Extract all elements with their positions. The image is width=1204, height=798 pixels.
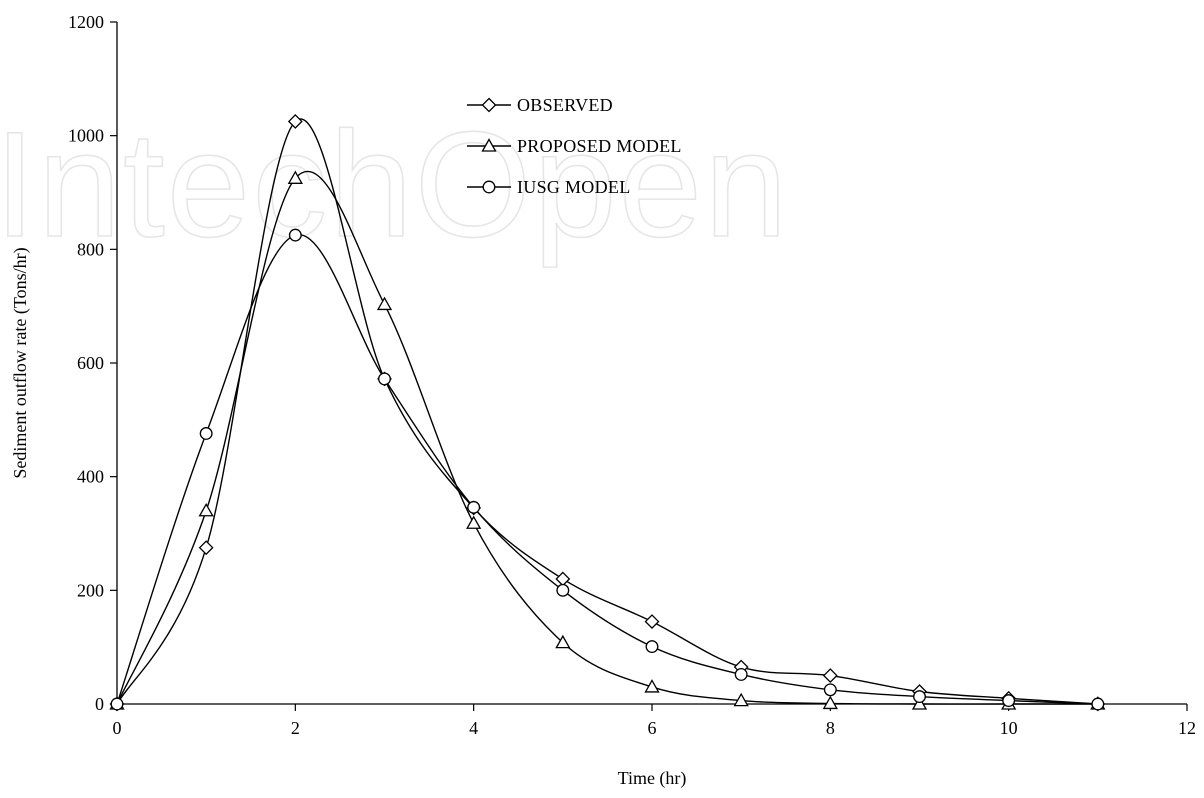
data-point-iusg-model	[467, 500, 481, 514]
data-point-iusg-model	[378, 372, 391, 386]
watermark-text: IntechOpen	[0, 100, 790, 268]
data-point-proposed-model	[822, 695, 838, 710]
data-point-observed	[555, 571, 571, 587]
data-point-iusg-model	[734, 667, 748, 681]
y-axis-title: Sediment outflow rate (Tons/hr)	[10, 247, 31, 478]
data-point-proposed-model	[287, 170, 303, 184]
x-tick-label: 6	[648, 718, 657, 738]
legend-label: OBSERVED	[517, 95, 613, 115]
legend-label: PROPOSED MODEL	[517, 136, 682, 156]
data-point-proposed-model	[466, 515, 482, 529]
data-point-iusg-model	[913, 690, 926, 704]
data-point-observed	[287, 114, 303, 129]
data-point-iusg-model	[645, 640, 659, 654]
data-point-proposed-model	[555, 634, 571, 649]
data-point-observed	[198, 540, 214, 556]
x-axis-title: Time (hr)	[618, 768, 687, 789]
data-point-iusg-model	[199, 427, 213, 440]
data-point-observed	[822, 668, 838, 684]
series-line-observed	[116, 118, 1098, 705]
data-markers	[109, 114, 1106, 712]
x-tick-label: 12	[1178, 718, 1196, 738]
y-tick-label: 600	[77, 353, 104, 373]
data-point-iusg-model	[288, 228, 302, 242]
data-series	[116, 118, 1098, 705]
series-line-iusg-model	[116, 234, 1098, 705]
data-point-iusg-model	[556, 583, 570, 597]
legend: OBSERVED PROPOSED MODEL IUSG MODEL	[467, 95, 682, 197]
y-tick-label: 200	[77, 580, 104, 600]
data-point-proposed-model	[911, 696, 928, 710]
x-tick-label: 0	[113, 718, 122, 738]
legend-marker-diamond	[481, 97, 497, 113]
x-tick-label: 2	[291, 718, 300, 738]
x-tick-label: 8	[826, 718, 835, 738]
data-point-proposed-model	[644, 679, 660, 693]
data-point-proposed-model	[376, 296, 393, 311]
y-tick-label: 800	[77, 239, 104, 259]
data-point-proposed-model	[198, 502, 214, 517]
x-tick-label: 10	[1000, 718, 1018, 738]
legend-label: IUSG MODEL	[517, 177, 631, 197]
tick-marks: 0 2 4 6 8 10 12 0 200 400 600 800 1000 1200	[68, 12, 1196, 738]
data-point-iusg-model	[1002, 694, 1016, 708]
y-tick-label: 1200	[68, 12, 104, 32]
legend-marker-triangle	[481, 138, 497, 152]
data-point-proposed-model	[733, 692, 749, 707]
series-line-proposed-model	[116, 170, 1098, 705]
data-point-iusg-model	[823, 683, 837, 697]
data-point-observed	[644, 614, 660, 630]
data-point-iusg-model	[110, 697, 124, 711]
legend-marker-circle	[482, 180, 496, 194]
y-tick-label: 0	[95, 694, 104, 714]
y-tick-label: 1000	[68, 126, 104, 146]
x-tick-label: 4	[469, 718, 478, 738]
y-tick-label: 400	[77, 467, 104, 487]
data-point-iusg-model	[1091, 697, 1105, 711]
